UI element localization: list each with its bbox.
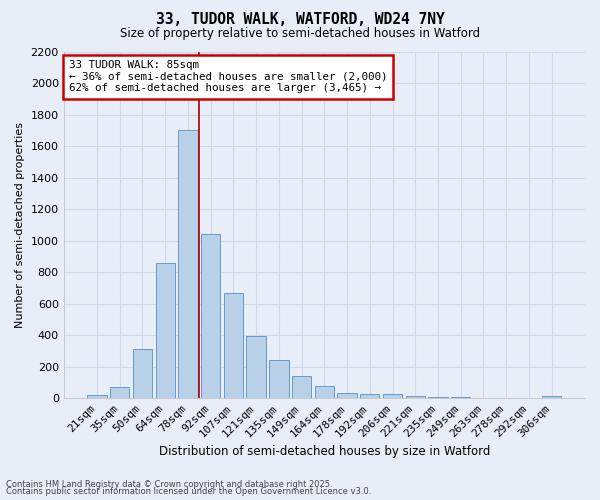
Text: Contains public sector information licensed under the Open Government Licence v3: Contains public sector information licen… (6, 487, 371, 496)
Bar (201, 234, 220, 398)
Bar (383, 394, 402, 398)
Bar (178, 130, 197, 398)
Bar (451, 397, 470, 398)
Bar (314, 386, 334, 398)
Text: Size of property relative to semi-detached houses in Watford: Size of property relative to semi-detach… (120, 28, 480, 40)
Bar (406, 396, 425, 398)
Bar (88, 395, 107, 398)
Bar (428, 397, 448, 398)
Bar (542, 396, 562, 398)
Text: 33, TUDOR WALK, WATFORD, WD24 7NY: 33, TUDOR WALK, WATFORD, WD24 7NY (155, 12, 445, 28)
Text: Contains HM Land Registry data © Crown copyright and database right 2025.: Contains HM Land Registry data © Crown c… (6, 480, 332, 489)
Bar (110, 386, 130, 398)
Bar (133, 350, 152, 399)
Bar (337, 393, 357, 398)
Y-axis label: Number of semi-detached properties: Number of semi-detached properties (15, 122, 25, 328)
X-axis label: Distribution of semi-detached houses by size in Watford: Distribution of semi-detached houses by … (158, 444, 490, 458)
Bar (292, 376, 311, 398)
Bar (224, 292, 243, 399)
Text: 33 TUDOR WALK: 85sqm
← 36% of semi-detached houses are smaller (2,000)
62% of se: 33 TUDOR WALK: 85sqm ← 36% of semi-detac… (69, 60, 388, 94)
Bar (269, 360, 289, 399)
Bar (155, 263, 175, 398)
Bar (360, 394, 379, 398)
Bar (247, 336, 266, 398)
